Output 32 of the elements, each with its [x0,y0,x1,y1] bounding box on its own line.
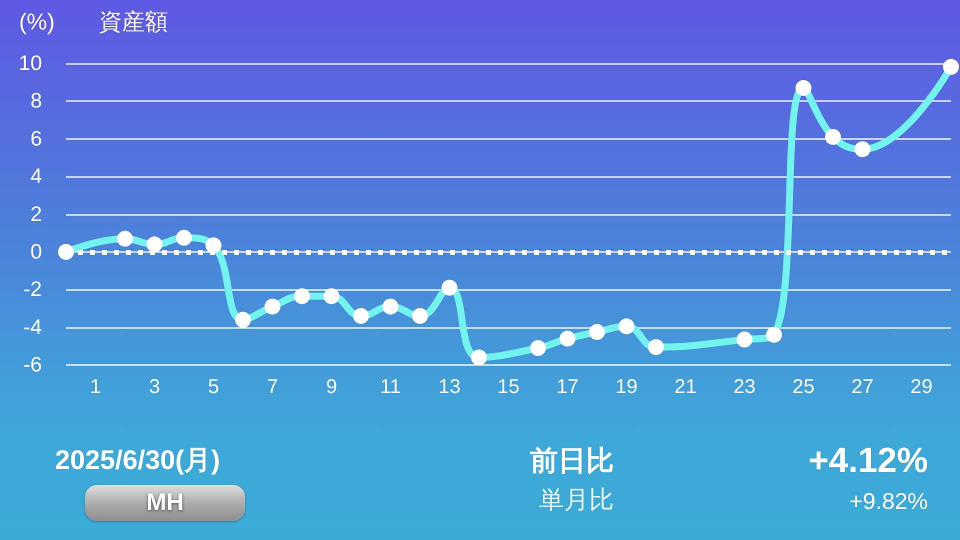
x-tick-label: 25 [792,376,815,398]
x-tick-label: 3 [148,376,160,398]
y-tick-label: 8 [30,90,42,113]
y-tick-label: 0 [30,240,42,264]
y-axis-title: (%) [19,8,55,34]
y-tick-label: 2 [30,202,42,226]
x-tick-label: 13 [438,376,461,398]
text: +4.12% [808,441,928,480]
x-tick-label: 19 [615,376,638,398]
x-tick-label: 1 [90,376,102,398]
x-tick-label: 27 [851,376,874,398]
x-tick-label: 11 [380,376,401,398]
text: +9.82% [849,488,928,514]
text: 前日比 [530,445,614,477]
text: 2025/6/30(月) [55,445,220,476]
y-tick-label: 10 [18,52,42,75]
y-tick-label: 6 [30,127,42,150]
x-tick-label: 21 [674,376,697,398]
y-tick-label: -4 [23,316,42,339]
x-tick-label: 17 [556,376,579,398]
x-tick-label: 29 [910,376,933,398]
x-tick-label: 23 [733,376,756,398]
chart-title: 資産額 [99,8,168,34]
x-tick-label: 9 [326,376,338,398]
x-tick-label: 5 [208,376,220,398]
y-tick-label: -2 [23,278,42,302]
text: 単月比 [539,486,614,514]
y-tick-label: -6 [23,354,42,376]
y-tick-label: 4 [30,165,42,188]
x-tick-label: 7 [266,376,278,398]
text: MH [145,489,185,516]
x-tick-label: 15 [497,376,520,398]
